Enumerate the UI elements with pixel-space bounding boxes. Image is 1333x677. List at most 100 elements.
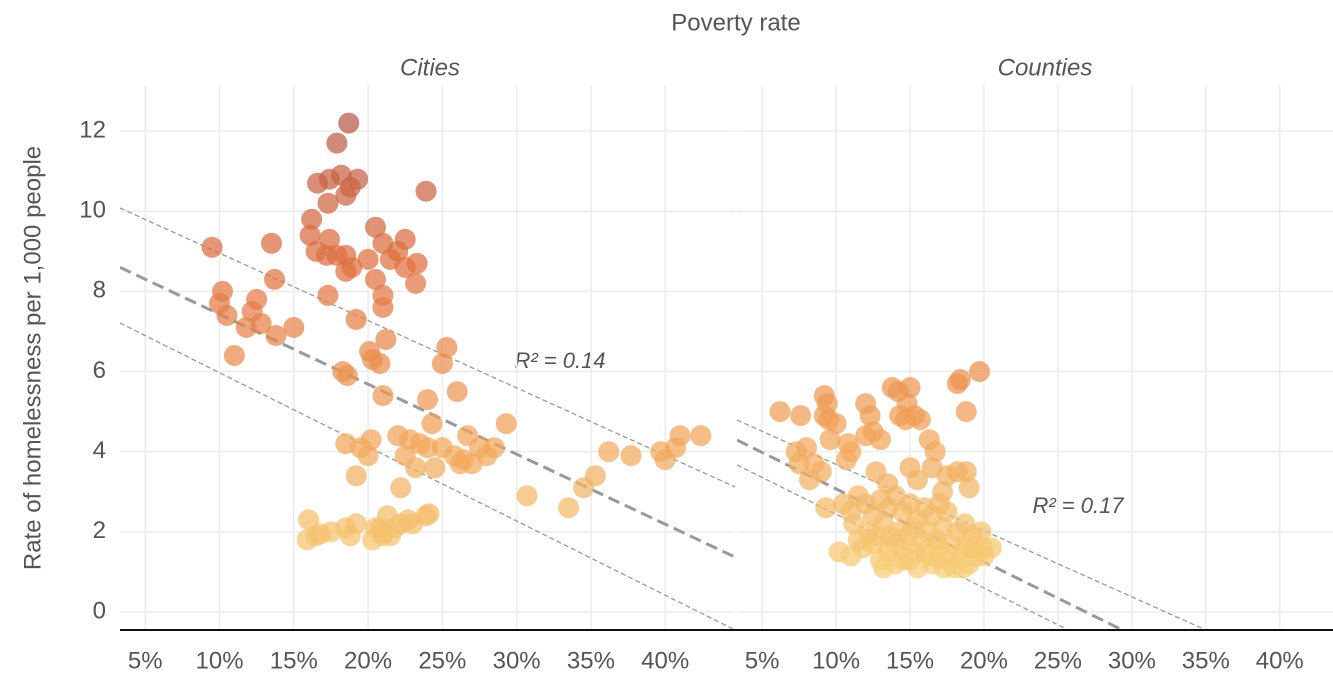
x-tick-label: 25%	[418, 647, 466, 674]
point	[326, 132, 348, 154]
point	[201, 236, 223, 258]
point	[318, 228, 340, 250]
x-tick-label: 5%	[128, 647, 163, 674]
point	[872, 557, 894, 579]
point	[690, 425, 712, 447]
point	[769, 401, 791, 423]
confidence-lower	[120, 322, 735, 630]
point	[819, 429, 841, 451]
point	[970, 521, 992, 543]
point	[335, 260, 357, 282]
y-tick-label: 0	[93, 597, 106, 624]
x-tick-label: 25%	[1034, 647, 1082, 674]
point	[620, 445, 642, 467]
point	[417, 437, 438, 459]
point	[584, 465, 606, 487]
point	[788, 453, 810, 475]
point	[357, 248, 379, 270]
point	[223, 344, 245, 366]
point	[825, 413, 847, 435]
point	[372, 385, 394, 407]
point	[790, 405, 812, 427]
point	[390, 477, 412, 499]
point	[375, 328, 397, 350]
point	[936, 501, 958, 523]
point	[265, 324, 287, 346]
panel-title: Counties	[998, 54, 1093, 81]
point	[415, 180, 437, 202]
point	[835, 449, 857, 471]
y-axis-label: Rate of homelessness per 1,000 people	[19, 146, 46, 570]
point	[949, 369, 971, 391]
x-tick-label: 30%	[493, 647, 541, 674]
point	[406, 252, 428, 274]
point	[893, 549, 915, 571]
point	[598, 441, 620, 463]
point	[405, 272, 427, 294]
x-tick-label: 5%	[745, 647, 780, 674]
point	[336, 365, 358, 387]
point	[906, 469, 928, 491]
point	[345, 465, 367, 487]
y-tick-label: 6	[93, 357, 106, 384]
point	[345, 308, 367, 330]
x-tick-label: 15%	[270, 647, 318, 674]
point	[250, 312, 272, 334]
point	[446, 381, 468, 403]
point	[405, 457, 427, 479]
point	[955, 401, 977, 423]
x-tick-label: 35%	[567, 647, 615, 674]
point	[869, 429, 891, 451]
x-tick-label: 20%	[960, 647, 1008, 674]
point	[952, 557, 974, 579]
point	[558, 497, 580, 519]
y-tick-label: 2	[93, 517, 106, 544]
point	[859, 405, 881, 427]
point	[815, 497, 837, 519]
x-tick-label: 30%	[1108, 647, 1156, 674]
point	[971, 537, 993, 559]
point	[418, 503, 440, 525]
y-tick-label: 4	[93, 437, 106, 464]
x-tick-label: 35%	[1182, 647, 1230, 674]
point	[810, 461, 832, 483]
point	[969, 361, 991, 383]
point	[347, 168, 369, 190]
confidence-upper	[120, 207, 735, 488]
point	[283, 316, 305, 338]
point	[495, 413, 517, 435]
point	[436, 336, 458, 358]
x-tick-label: 10%	[196, 647, 244, 674]
point	[924, 441, 946, 463]
point	[889, 405, 911, 427]
x-tick-label: 15%	[886, 647, 934, 674]
point	[896, 525, 918, 547]
point	[958, 477, 980, 499]
point	[417, 389, 438, 411]
y-tick-label: 12	[79, 116, 106, 143]
point	[909, 409, 931, 431]
point	[263, 268, 285, 290]
point	[317, 284, 339, 306]
point	[261, 232, 283, 254]
point	[298, 509, 320, 531]
point	[317, 192, 339, 214]
point	[927, 547, 949, 569]
point	[431, 353, 453, 375]
point	[372, 296, 394, 318]
x-tick-label: 40%	[641, 647, 689, 674]
annotation: R² = 0.17	[1032, 493, 1124, 518]
x-tick-label: 10%	[812, 647, 860, 674]
y-tick-label: 8	[93, 277, 106, 304]
point	[796, 437, 818, 459]
point	[899, 377, 921, 399]
point	[369, 353, 391, 375]
point	[216, 304, 238, 326]
panel-title: Cities	[400, 54, 460, 81]
point	[955, 461, 977, 483]
point	[516, 485, 538, 507]
chart-title: Poverty rate	[671, 9, 800, 36]
point	[369, 517, 391, 539]
